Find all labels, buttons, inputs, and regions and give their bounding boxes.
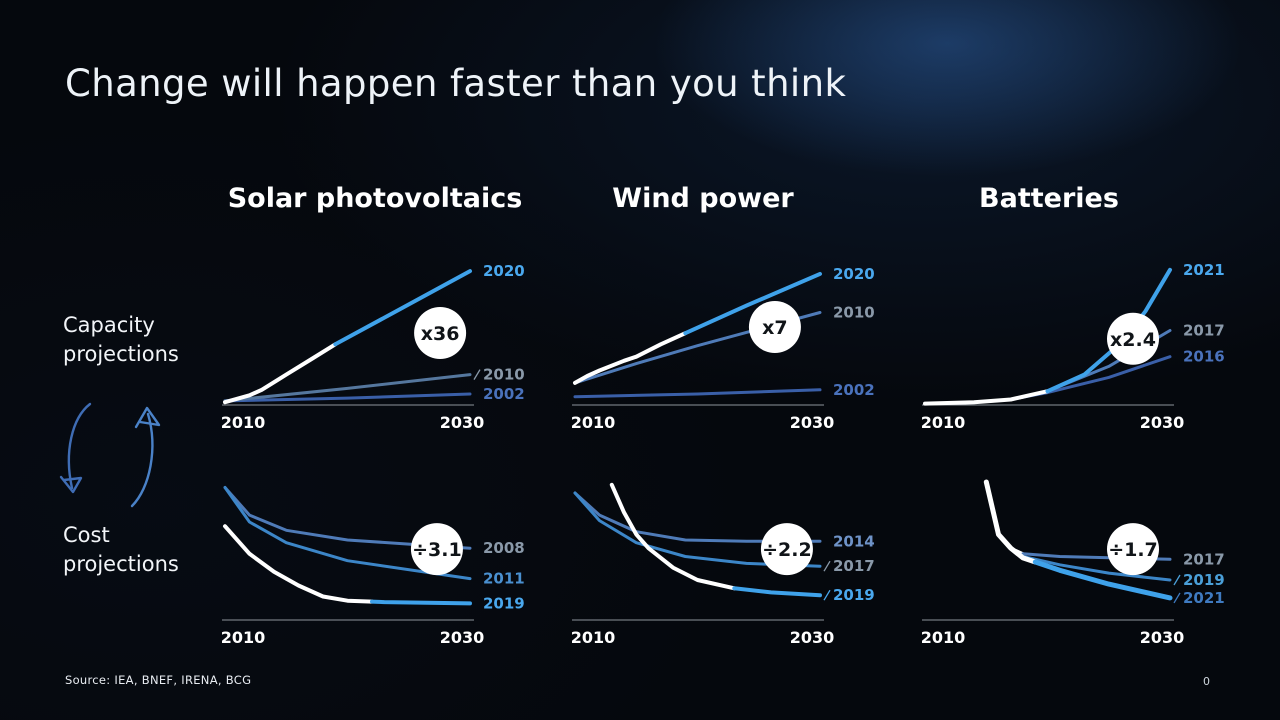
- up-arrow-icon: [130, 406, 161, 508]
- svg-text:2017: 2017: [833, 557, 875, 575]
- svg-text:2002: 2002: [483, 385, 525, 403]
- chart-solar-cost: 2010 2030 2008 2011 2019 ÷3.1: [221, 486, 525, 647]
- chart-batteries-capacity: 2010 2030 2016 2017 2021 x2.4: [921, 261, 1225, 432]
- svg-text:x7: x7: [762, 317, 787, 339]
- svg-text:2002: 2002: [833, 381, 875, 399]
- svg-text:2010: 2010: [571, 413, 616, 432]
- svg-text:2010: 2010: [483, 366, 525, 384]
- svg-text:2019: 2019: [483, 594, 525, 612]
- svg-text:2030: 2030: [440, 413, 485, 432]
- column-header-wind: Wind power: [612, 183, 794, 214]
- svg-text:2010: 2010: [833, 304, 875, 322]
- svg-text:÷2.2: ÷2.2: [762, 539, 812, 561]
- svg-text:x2.4: x2.4: [1110, 329, 1156, 351]
- svg-text:2019: 2019: [833, 586, 875, 604]
- svg-text:2021: 2021: [1183, 261, 1225, 279]
- svg-text:2011: 2011: [483, 570, 525, 588]
- chart-wind-cost: 2010 2030 2014 2017 2019 ÷2.2: [571, 482, 875, 647]
- svg-text:2016: 2016: [1183, 348, 1225, 366]
- row-label-capacity-projections: Capacity projections: [63, 313, 179, 366]
- svg-text:2017: 2017: [1183, 550, 1225, 568]
- svg-text:2030: 2030: [790, 413, 835, 432]
- svg-text:2021: 2021: [1183, 589, 1225, 607]
- svg-text:2010: 2010: [221, 413, 266, 432]
- svg-text:2010: 2010: [221, 628, 266, 647]
- svg-text:2014: 2014: [833, 532, 875, 550]
- column-header-batteries: Batteries: [979, 183, 1119, 214]
- svg-text:2020: 2020: [483, 262, 525, 280]
- row-label-cost-projections: Cost projections: [63, 523, 179, 576]
- svg-text:2030: 2030: [790, 628, 835, 647]
- column-header-solar: Solar photovoltaics: [227, 183, 523, 214]
- svg-text:2010: 2010: [571, 628, 616, 647]
- svg-text:÷3.1: ÷3.1: [412, 539, 462, 561]
- svg-text:2020: 2020: [833, 265, 875, 283]
- svg-text:2010: 2010: [921, 628, 966, 647]
- svg-text:÷1.7: ÷1.7: [1108, 539, 1158, 561]
- svg-text:2008: 2008: [483, 539, 525, 557]
- svg-text:x36: x36: [421, 323, 460, 345]
- svg-text:2017: 2017: [1183, 321, 1225, 339]
- chart-wind-capacity: 2010 2030 2002 2010 2020 x7: [571, 265, 875, 432]
- cycle-arrows: [59, 402, 161, 508]
- slide-title: Change will happen faster than you think: [65, 62, 847, 105]
- source-note: Source: IEA, BNEF, IRENA, BCG: [65, 673, 252, 687]
- svg-text:2030: 2030: [1140, 628, 1185, 647]
- page-number: 0: [1203, 675, 1210, 688]
- svg-text:2030: 2030: [1140, 413, 1185, 432]
- down-arrow-icon: [59, 402, 92, 494]
- svg-text:2019: 2019: [1183, 571, 1225, 589]
- svg-text:2010: 2010: [921, 413, 966, 432]
- svg-text:2030: 2030: [440, 628, 485, 647]
